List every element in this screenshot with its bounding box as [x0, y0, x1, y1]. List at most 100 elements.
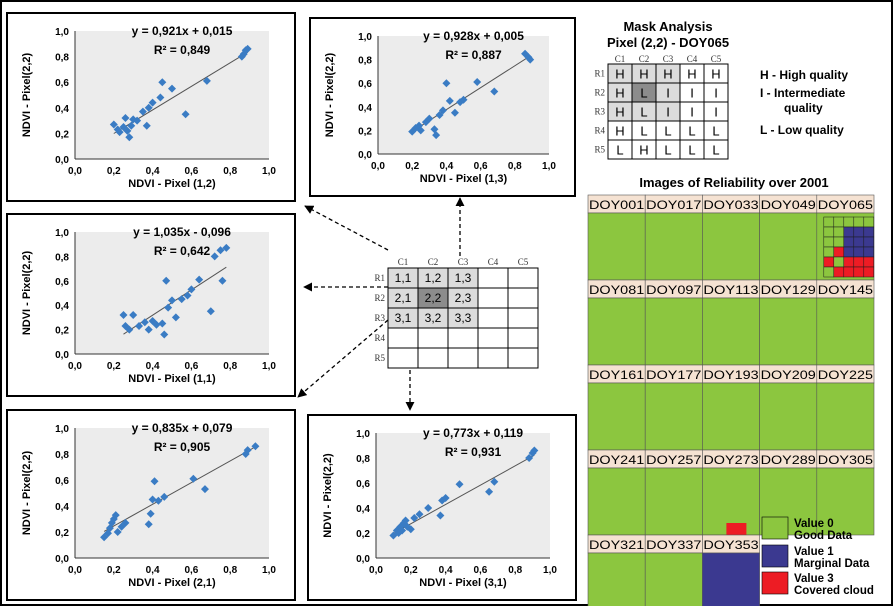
data-point [401, 516, 410, 525]
x-tick-label: 0,4 [146, 361, 160, 372]
data-point [125, 325, 134, 334]
data-point [158, 78, 167, 87]
grid-cell [477, 347, 509, 369]
data-point [152, 320, 161, 329]
data-point [144, 520, 153, 529]
data-point [530, 446, 539, 455]
mask-pixel [843, 226, 855, 238]
legend-swatch [761, 516, 789, 540]
x-axis-title: NDVI - Pixel (1,2) [128, 178, 216, 190]
grid-cell [447, 347, 479, 369]
y-tick-label: 1,0 [55, 27, 69, 38]
tile-image [702, 297, 760, 366]
data-point [210, 252, 219, 261]
tile-image [702, 212, 760, 281]
y-tick-label: 0,6 [55, 277, 69, 288]
y-tick-label: 0,0 [358, 150, 372, 161]
x-tick-label: 0,0 [68, 361, 82, 372]
data-point [127, 121, 136, 130]
mask-cell-label: H [639, 67, 648, 82]
data-point [206, 307, 215, 316]
data-point [109, 120, 118, 129]
data-point [445, 96, 454, 105]
scatter-panel-4: 0,0 0,2 0,4 0,6 0,8 1,0 0,0 0,2 0,4 0,6 0,8 1,0 NDVI… [6, 409, 296, 601]
y-tick-label: 0,0 [55, 155, 69, 166]
grid-row-header: R1 [374, 273, 385, 283]
reliability-tile: DOY033 [702, 194, 760, 281]
mask-cell-label: L [712, 124, 719, 139]
grid-col-header: C5 [518, 257, 529, 267]
data-point [115, 128, 124, 137]
plot-area [75, 31, 269, 159]
y-tick-label: 0,2 [55, 528, 69, 539]
scatter-panel-5: 0,0 0,2 0,4 0,6 0,8 1,0 0,0 0,2 0,4 0,6 0,8 1,0 NDVI… [307, 414, 577, 601]
x-tick-label: 1,0 [262, 565, 276, 576]
data-point [123, 126, 132, 135]
data-point [526, 55, 535, 64]
x-tick-label: 0,8 [223, 361, 237, 372]
x-axis-title: NDVI - Pixel (1,1) [128, 373, 216, 385]
mask-cell-label: L [640, 105, 647, 120]
data-point [168, 296, 176, 305]
trendline [103, 446, 256, 532]
data-point [140, 318, 149, 327]
data-point [133, 116, 142, 125]
mask-row-header: R1 [594, 69, 605, 79]
tile-label: DOY145 [818, 285, 873, 297]
x-axis-title: NDVI - Pixel (3,1) [419, 577, 507, 589]
reliability-tile: DOY081 [587, 279, 646, 366]
mask-pixel [823, 266, 835, 278]
mask-pixel [823, 246, 835, 258]
regression-equation: y = 0,921x + 0,015 [132, 24, 233, 38]
data-point [158, 319, 167, 328]
mask-pixel [843, 236, 855, 248]
y-tick-label: 0,6 [55, 78, 69, 89]
reliability-tile: DOY193 [702, 364, 760, 451]
data-point [455, 480, 464, 489]
tile-label: DOY353 [703, 540, 758, 552]
mask-cell-label: L [640, 86, 647, 101]
tile-label: DOY001 [589, 200, 644, 212]
grid-cell-label: 1,1 [395, 271, 412, 285]
tile-label: DOY049 [761, 200, 816, 212]
grid-col-header: C4 [488, 257, 499, 267]
data-point [195, 275, 204, 284]
tile-label: DOY209 [761, 370, 816, 382]
x-tick-label: 0,8 [508, 161, 522, 172]
tile-label: DOY321 [589, 540, 644, 552]
grid-cell [477, 307, 509, 329]
x-tick-label: 0,0 [369, 565, 383, 576]
tile-image [644, 467, 703, 536]
data-point [202, 76, 211, 85]
grid-cell [507, 327, 539, 349]
reliability-tile: DOY337 [644, 534, 703, 606]
data-point [164, 303, 173, 312]
plot-area [376, 433, 550, 558]
x-tick-label: 0,6 [474, 161, 488, 172]
y-axis-title: NDVI - Pixel(2,2) [322, 453, 334, 538]
x-tick-label: 0,8 [223, 166, 237, 177]
grid-cell [417, 327, 449, 349]
data-point [162, 276, 171, 285]
y-tick-label: 0,8 [356, 454, 370, 465]
grid-cell [477, 267, 509, 289]
mask-cell-label: I [690, 86, 694, 101]
x-axis-title: NDVI - Pixel (2,1) [128, 577, 216, 589]
mask-pixel [853, 266, 865, 278]
x-tick-label: 0,2 [405, 161, 419, 172]
mask-cell-label: I [714, 86, 718, 101]
grid-cell [477, 327, 509, 349]
tile-image [587, 467, 646, 536]
y-tick-label: 0,4 [55, 104, 69, 115]
reliability-tile: DOY257 [644, 449, 703, 536]
tile-label: DOY241 [589, 455, 644, 467]
mask-col-header: C3 [663, 54, 674, 64]
grid-col-header: C1 [398, 257, 409, 267]
data-point [121, 114, 130, 123]
data-point [142, 121, 151, 130]
x-tick-label: 1,0 [262, 361, 276, 372]
